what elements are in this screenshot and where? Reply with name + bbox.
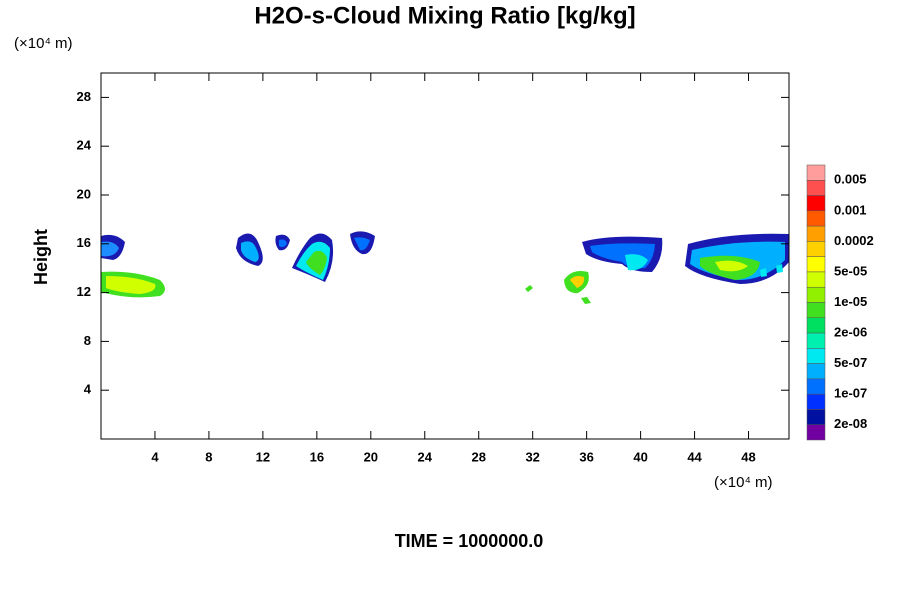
colorbar-swatch: [806, 332, 826, 349]
colorbar-label: 0.001: [834, 202, 867, 217]
colorbar-label: 2e-06: [834, 324, 867, 339]
chart-title: H2O-s-Cloud Mixing Ratio [kg/kg]: [254, 2, 635, 29]
colorbar-swatch: [806, 302, 826, 319]
colorbar-swatch: [806, 348, 826, 364]
colorbar-swatch: [806, 424, 826, 441]
colorbar-swatch: [806, 210, 826, 227]
colorbar-label: 1e-05: [834, 294, 867, 309]
y-tick-label: 8: [84, 333, 91, 348]
x-tick-label: 44: [687, 449, 702, 464]
x-tick-label: 20: [364, 449, 378, 464]
colorbar-swatch: [806, 195, 826, 212]
colorbar-swatch: [806, 378, 826, 395]
x-tick-label: 36: [579, 449, 593, 464]
colorbar-swatch: [806, 286, 826, 303]
x-tick-label: 8: [205, 449, 212, 464]
plot-frame: [100, 72, 790, 440]
x-tick-label: 28: [471, 449, 485, 464]
x-tick-label: 32: [525, 449, 539, 464]
colorbar-swatch: [806, 225, 826, 242]
colorbar-label: 0.0002: [834, 233, 874, 248]
footer: TIME = 1000000.0: [395, 531, 544, 551]
colorbar-label: 2e-08: [834, 416, 867, 431]
x-tick-label: 48: [741, 449, 755, 464]
x-tick-label: 16: [310, 449, 324, 464]
colorbar-swatch: [806, 164, 826, 181]
colorbar-swatch: [806, 409, 826, 425]
x-tick-label: 40: [633, 449, 647, 464]
colorbar-swatch: [806, 317, 826, 334]
y-unit: (×10⁴ m): [14, 35, 73, 52]
y-tick-label: 28: [77, 89, 91, 104]
y-tick-label: 12: [77, 284, 91, 299]
colorbar-swatch: [806, 393, 826, 410]
colorbar-swatch: [806, 271, 826, 288]
y-tick-label: 16: [77, 235, 91, 250]
colorbar-swatch: [806, 256, 826, 273]
colorbar: 0.005 0.001 0.0002 5e-05 1e-05 2e-06 5e-07 1e-0…: [806, 164, 874, 441]
colorbar-label: 5e-05: [834, 263, 867, 278]
x-unit: (×10⁴ m): [714, 474, 773, 491]
x-tick-label: 4: [151, 449, 159, 464]
colorbar-swatch: [806, 180, 826, 196]
y-axis-label: Height: [31, 229, 51, 285]
y-tick-label: 20: [77, 186, 91, 201]
colorbar-label: 0.005: [834, 172, 867, 187]
colorbar-swatch: [806, 241, 826, 257]
colorbar-label: 5e-07: [834, 355, 867, 370]
colorbar-swatch: [806, 363, 826, 380]
y-tick-label: 24: [77, 138, 92, 153]
y-tick-label: 4: [84, 382, 92, 397]
x-tick-label: 24: [418, 449, 433, 464]
cloud-field: [101, 231, 789, 304]
colorbar-label: 1e-07: [834, 386, 867, 401]
x-tick-label: 12: [256, 449, 270, 464]
